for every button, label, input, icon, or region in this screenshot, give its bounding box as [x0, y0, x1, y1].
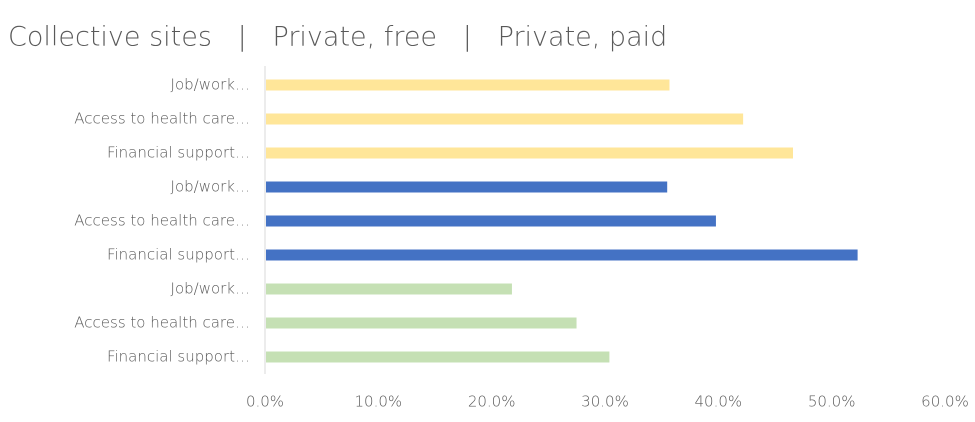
chart-title: Collective sites | Private, free | Priva… [8, 22, 667, 53]
y-tick-label: Financial support… [107, 348, 250, 366]
y-tick-label: Access to health care… [74, 110, 250, 128]
x-tick-label: 40.0% [695, 393, 743, 411]
y-tick-label: Job/work… [171, 178, 250, 196]
x-tick-label: 20.0% [468, 393, 516, 411]
x-tick-label: 10.0% [355, 393, 403, 411]
bar [266, 317, 577, 329]
y-tick-label: Financial support… [107, 144, 250, 162]
y-tick-label: Job/work… [171, 280, 250, 298]
bar [266, 79, 670, 91]
y-tick-label: Access to health care… [74, 314, 250, 332]
x-tick-label: 50.0% [808, 393, 856, 411]
bar [266, 113, 744, 125]
x-tick-label: 0.0% [246, 393, 284, 411]
bar [266, 283, 512, 295]
bar [266, 215, 716, 227]
y-tick-label: Job/work… [171, 76, 250, 94]
y-tick-label: Financial support… [107, 246, 250, 264]
bar [266, 351, 610, 363]
x-tick-label: 60.0% [921, 393, 969, 411]
x-tick-label: 30.0% [581, 393, 629, 411]
bar [266, 249, 858, 261]
y-tick-label: Access to health care… [74, 212, 250, 230]
bar [266, 181, 668, 193]
bar [266, 147, 793, 159]
